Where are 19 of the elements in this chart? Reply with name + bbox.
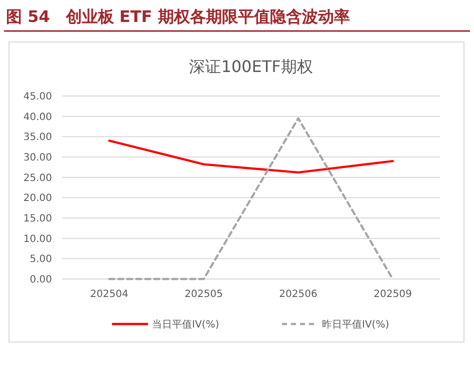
chart-subtitle: 深证100ETF期权 bbox=[189, 57, 313, 76]
line-series bbox=[108, 140, 394, 174]
legend-label: 当日平值IV(%) bbox=[152, 318, 220, 330]
y-tick-label: 10.00 bbox=[23, 234, 52, 245]
y-tick-label: 15.00 bbox=[23, 214, 52, 224]
y-tick-label: 35.00 bbox=[23, 132, 52, 144]
y-tick-label: 5.00 bbox=[30, 254, 52, 266]
y-tick-label: 45.00 bbox=[23, 92, 52, 102]
y-tick-label: 20.00 bbox=[23, 193, 52, 204]
x-tick-label: 202506 bbox=[279, 289, 318, 300]
legend-label: 昨日平值IV(%) bbox=[322, 318, 390, 330]
y-tick-label: 0.00 bbox=[30, 274, 52, 286]
y-tick-label: 30.00 bbox=[23, 152, 52, 164]
x-tick-label: 202505 bbox=[184, 289, 223, 300]
x-tick-label: 202509 bbox=[374, 289, 412, 300]
x-tick-label: 202504 bbox=[90, 289, 128, 300]
y-tick-label: 40.00 bbox=[23, 112, 52, 123]
chart-title: 图 54 创业板 ETF 期权各期限平值隐含波动率 bbox=[6, 7, 350, 26]
y-tick-label: 25.00 bbox=[23, 172, 52, 184]
